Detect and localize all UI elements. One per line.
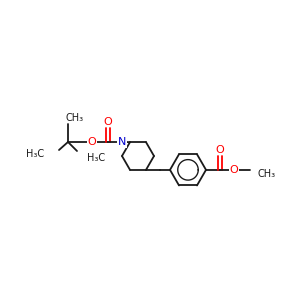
Text: O: O [103, 117, 112, 127]
Text: O: O [216, 145, 224, 155]
Text: N: N [118, 137, 126, 147]
Text: CH₃: CH₃ [66, 113, 84, 123]
Text: CH₃: CH₃ [258, 169, 276, 179]
Text: O: O [230, 165, 238, 175]
Text: H₃C: H₃C [26, 149, 44, 159]
Text: H₃C: H₃C [87, 153, 105, 163]
Text: O: O [88, 137, 96, 147]
